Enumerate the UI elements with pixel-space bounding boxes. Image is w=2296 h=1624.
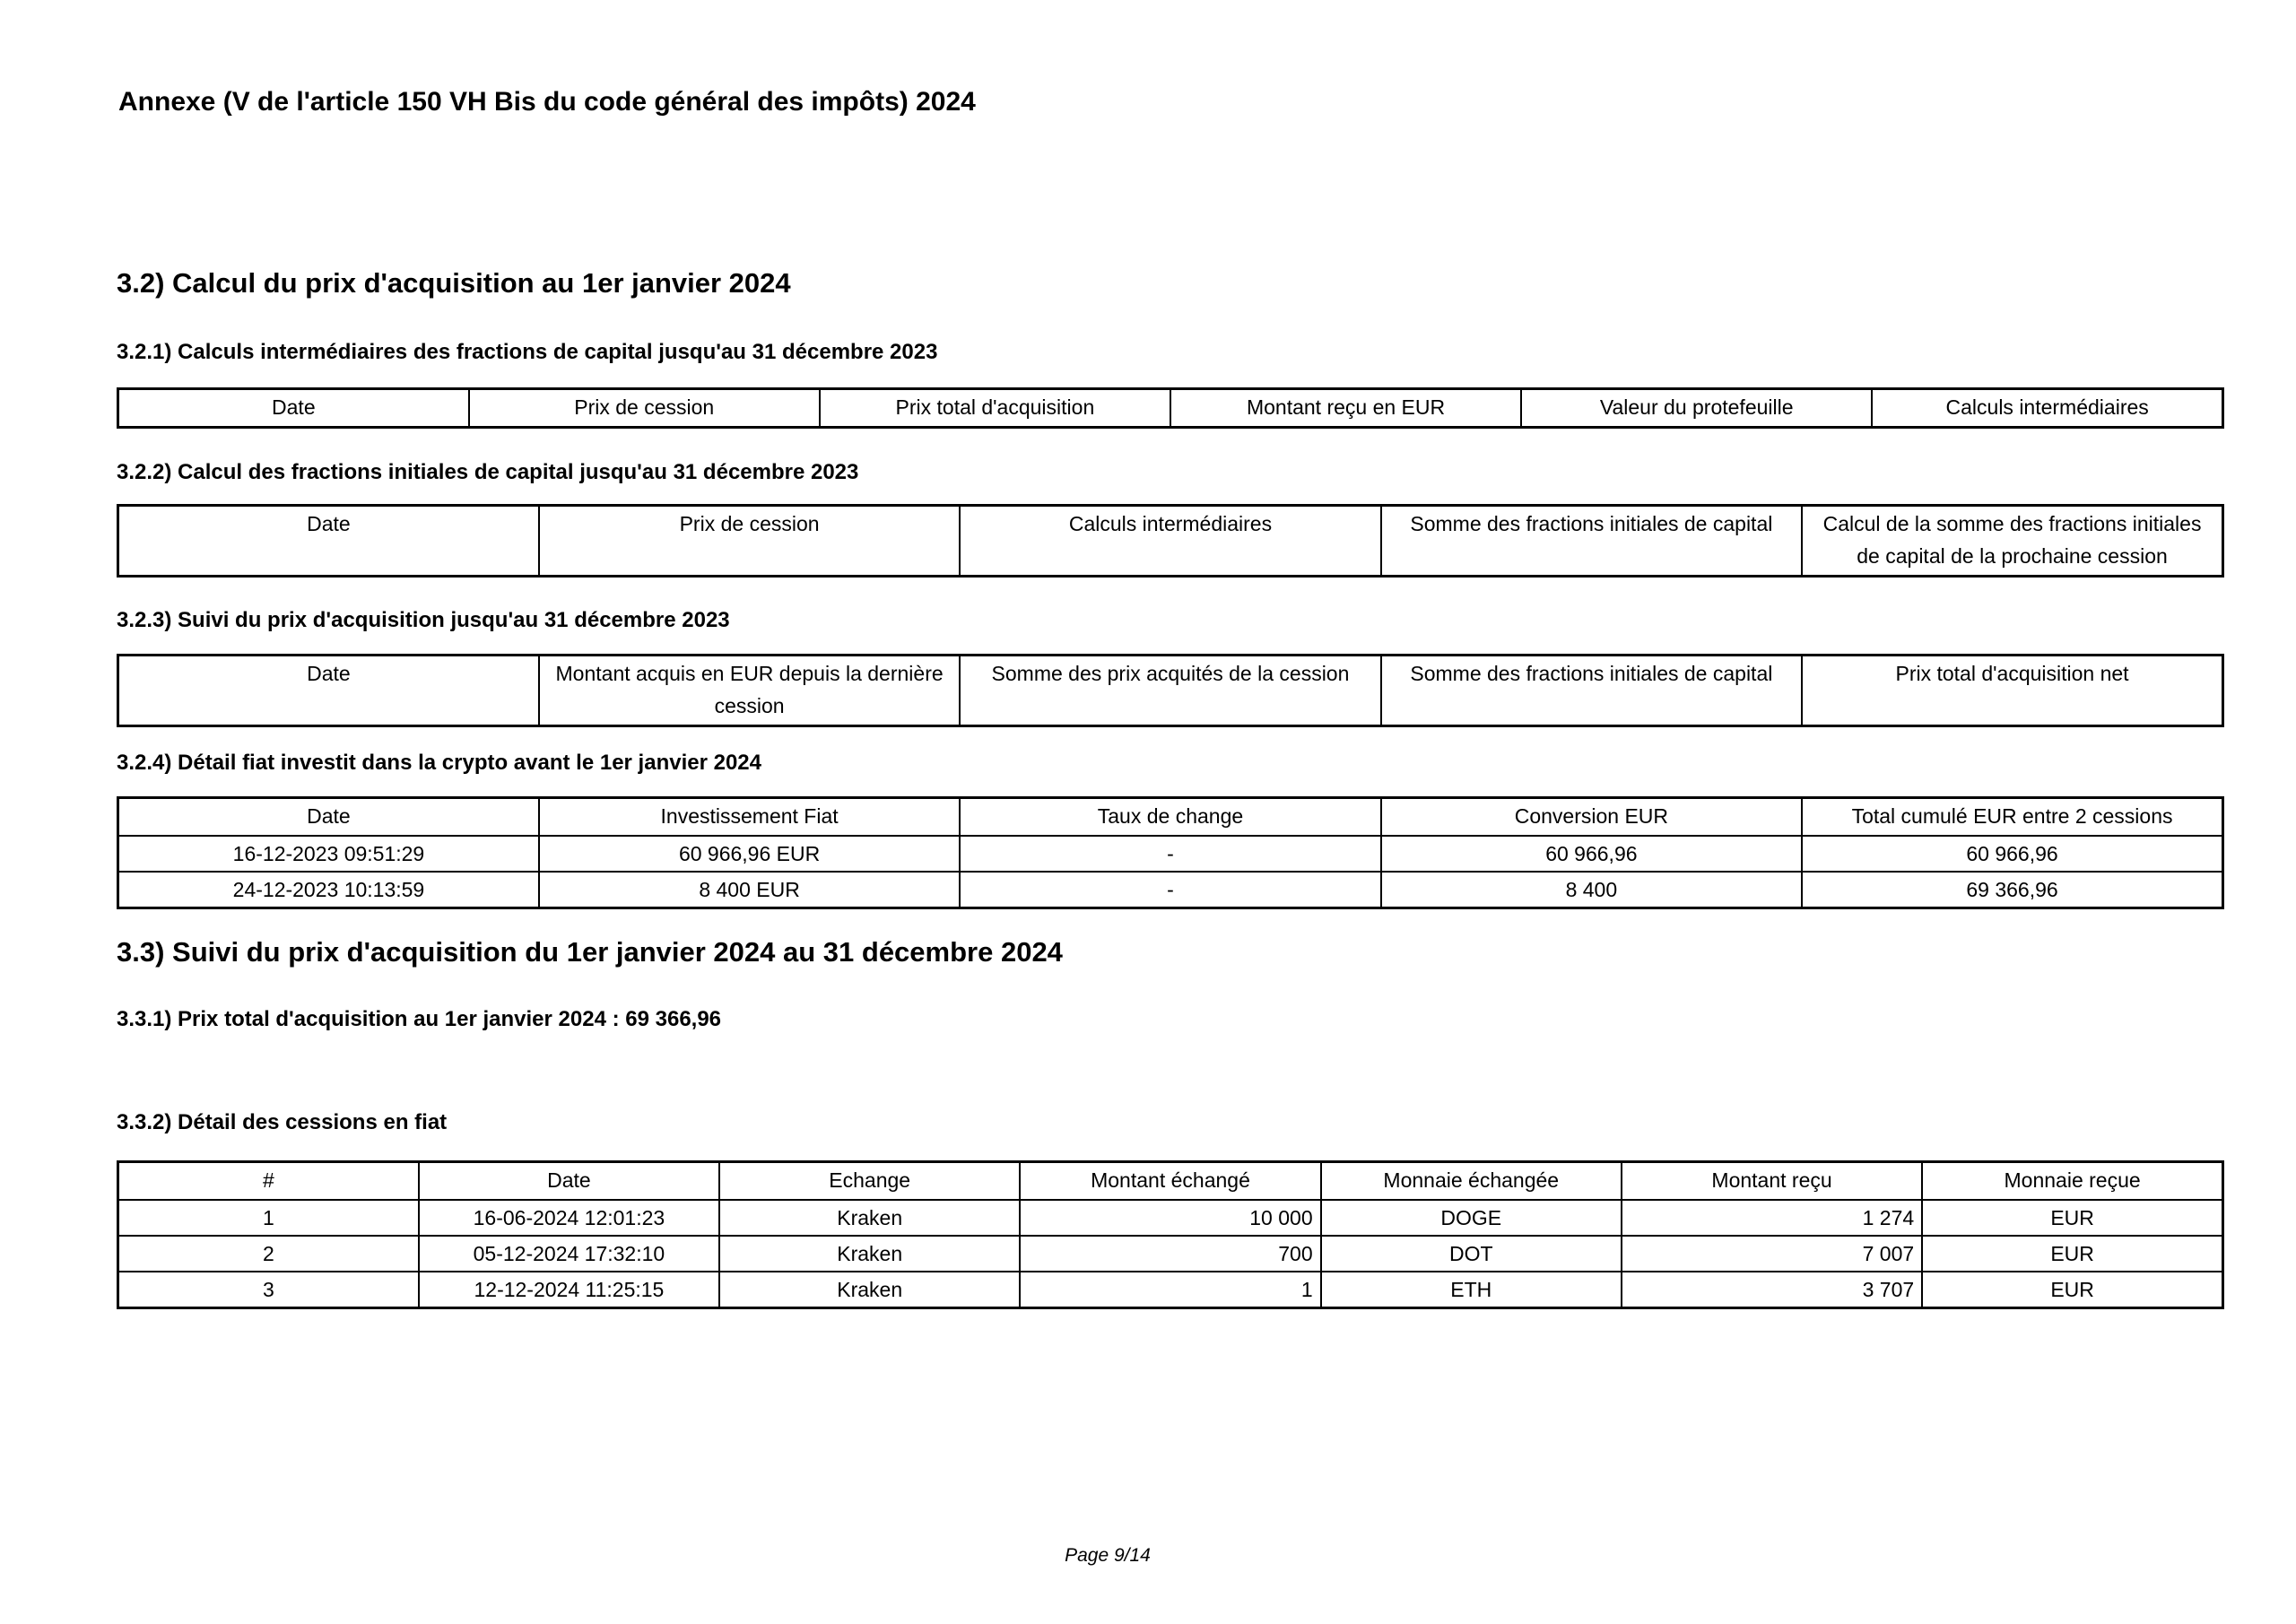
header-cell: Somme des fractions initiales de capital bbox=[1379, 654, 1804, 727]
section-heading-3-2-1: 3.2.1) Calculs intermédiaires des fracti… bbox=[117, 340, 938, 364]
header-cell: Montant reçu bbox=[1620, 1160, 1924, 1201]
table-cell: ETH bbox=[1319, 1271, 1622, 1309]
header-cell: Monnaie échangée bbox=[1319, 1160, 1622, 1201]
table-cell: DOT bbox=[1319, 1235, 1622, 1272]
section-heading-3-2-3: 3.2.3) Suivi du prix d'acquisition jusqu… bbox=[117, 608, 730, 632]
table-header-row: Date Prix de cession Prix total d'acquisit… bbox=[117, 387, 2224, 429]
table-cell: 8 400 EUR bbox=[537, 871, 961, 909]
table-cell: 3 707 bbox=[1620, 1271, 1924, 1309]
table-cell: 1 bbox=[1019, 1271, 1322, 1309]
table-cell: EUR bbox=[1921, 1271, 2224, 1309]
header-cell: Total cumulé EUR entre 2 cessions bbox=[1801, 796, 2224, 837]
table-row: 3 12-12-2024 11:25:15 Kraken 1 ETH 3 707 EUR bbox=[117, 1271, 2224, 1309]
table-cell: 24-12-2023 10:13:59 bbox=[117, 871, 540, 909]
header-cell: Somme des prix acquités de la cession bbox=[959, 654, 1382, 727]
header-cell: Monnaie reçue bbox=[1921, 1160, 2224, 1201]
header-cell: Calculs intermédiaires bbox=[1871, 387, 2224, 429]
table-detail-cessions-fiat: # Date Echange Montant échangé Monnaie échan… bbox=[117, 1160, 2224, 1309]
header-cell: Calcul de la somme des fractions initial… bbox=[1801, 504, 2224, 578]
table-cell: 7 007 bbox=[1620, 1235, 1924, 1272]
table-cell: 69 366,96 bbox=[1801, 871, 2224, 909]
table-cell: 1 bbox=[117, 1199, 420, 1237]
header-cell: Conversion EUR bbox=[1379, 796, 1804, 837]
header-cell: Taux de change bbox=[959, 796, 1382, 837]
section-heading-3-2: 3.2) Calcul du prix d'acquisition au 1er… bbox=[117, 267, 791, 299]
table-calculs-intermediaires: Date Prix de cession Prix total d'acquisit… bbox=[117, 387, 2224, 429]
table-cell: 60 966,96 bbox=[1801, 835, 2224, 873]
table-cell: 16-06-2024 12:01:23 bbox=[417, 1199, 721, 1237]
header-cell: Somme des fractions initiales de capital bbox=[1379, 504, 1804, 578]
page-number: Page 9/14 bbox=[1065, 1545, 1151, 1566]
table-cell: EUR bbox=[1921, 1235, 2224, 1272]
table-cell: 16-12-2023 09:51:29 bbox=[117, 835, 540, 873]
header-cell: Prix de cession bbox=[467, 387, 821, 429]
table-header-row: # Date Echange Montant échangé Monnaie échan… bbox=[117, 1160, 2224, 1201]
table-cell: - bbox=[959, 871, 1382, 909]
header-cell: Montant acquis en EUR depuis la dernière… bbox=[537, 654, 961, 727]
table-fractions-initiales: Date Prix de cession Calculs intermédiaire… bbox=[117, 504, 2224, 578]
header-cell: Calculs intermédiaires bbox=[959, 504, 1382, 578]
header-cell: Valeur du protefeuille bbox=[1520, 387, 1874, 429]
section-heading-3-3-1: 3.3.1) Prix total d'acquisition au 1er j… bbox=[117, 1007, 722, 1031]
section-heading-3-3: 3.3) Suivi du prix d'acquisition du 1er … bbox=[117, 936, 1063, 968]
header-cell: Date bbox=[417, 1160, 721, 1201]
header-cell: Date bbox=[117, 796, 540, 837]
header-cell: Prix total d'acquisition net bbox=[1801, 654, 2224, 727]
section-heading-3-3-2: 3.3.2) Détail des cessions en fiat bbox=[117, 1110, 448, 1134]
table-cell: Kraken bbox=[718, 1199, 1022, 1237]
table-cell: DOGE bbox=[1319, 1199, 1622, 1237]
table-cell: 8 400 bbox=[1379, 871, 1804, 909]
table-row: 2 05-12-2024 17:32:10 Kraken 700 DOT 7 007 EUR bbox=[117, 1235, 2224, 1272]
section-heading-3-2-2: 3.2.2) Calcul des fractions initiales de… bbox=[117, 460, 859, 484]
table-row: 16-12-2023 09:51:29 60 966,96 EUR -60 966,… bbox=[117, 835, 2224, 873]
document-title: Annexe (V de l'article 150 VH Bis du cod… bbox=[118, 87, 976, 117]
table-cell: 12-12-2024 11:25:15 bbox=[417, 1271, 721, 1309]
header-cell: Echange bbox=[718, 1160, 1022, 1201]
table-cell: 60 966,96 bbox=[1379, 835, 1804, 873]
table-cell: 05-12-2024 17:32:10 bbox=[417, 1235, 721, 1272]
section-heading-3-2-4: 3.2.4) Détail fiat investit dans la cryp… bbox=[117, 751, 761, 775]
table-cell: 10 000 bbox=[1019, 1199, 1322, 1237]
table-cell: Kraken bbox=[718, 1235, 1022, 1272]
table-row: 1 16-06-2024 12:01:23 Kraken 10 000 DOGE 1 27… bbox=[117, 1199, 2224, 1237]
table-detail-fiat-investi: Date Investissement Fiat Taux de change Con… bbox=[117, 796, 2224, 909]
table-cell: 60 966,96 EUR bbox=[537, 835, 961, 873]
table-header-row: Date Investissement Fiat Taux de change Con… bbox=[117, 796, 2224, 837]
table-row: 24-12-2023 10:13:59 8 400 EUR -8 400 69 366… bbox=[117, 871, 2224, 909]
header-cell: Prix de cession bbox=[537, 504, 961, 578]
table-cell: 1 274 bbox=[1620, 1199, 1924, 1237]
table-suivi-prix-acquisition: Date Montant acquis en EUR depuis la dern… bbox=[117, 654, 2224, 727]
header-cell: Prix total d'acquisition bbox=[818, 387, 1171, 429]
header-cell: # bbox=[117, 1160, 420, 1201]
header-cell: Montant échangé bbox=[1019, 1160, 1322, 1201]
table-cell: 3 bbox=[117, 1271, 420, 1309]
table-cell: 2 bbox=[117, 1235, 420, 1272]
table-cell: Kraken bbox=[718, 1271, 1022, 1309]
table-cell: 700 bbox=[1019, 1235, 1322, 1272]
table-cell: EUR bbox=[1921, 1199, 2224, 1237]
header-cell: Investissement Fiat bbox=[537, 796, 961, 837]
table-cell: - bbox=[959, 835, 1382, 873]
table-header-row: Date Prix de cession Calculs intermédiaire… bbox=[117, 504, 2224, 578]
document-content: 3.2) Calcul du prix d'acquisition au 1er… bbox=[117, 267, 2224, 1309]
header-cell: Date bbox=[117, 387, 470, 429]
header-cell: Date bbox=[117, 654, 540, 727]
header-cell: Montant reçu en EUR bbox=[1169, 387, 1523, 429]
header-cell: Date bbox=[117, 504, 540, 578]
table-header-row: Date Montant acquis en EUR depuis la dern… bbox=[117, 654, 2224, 727]
